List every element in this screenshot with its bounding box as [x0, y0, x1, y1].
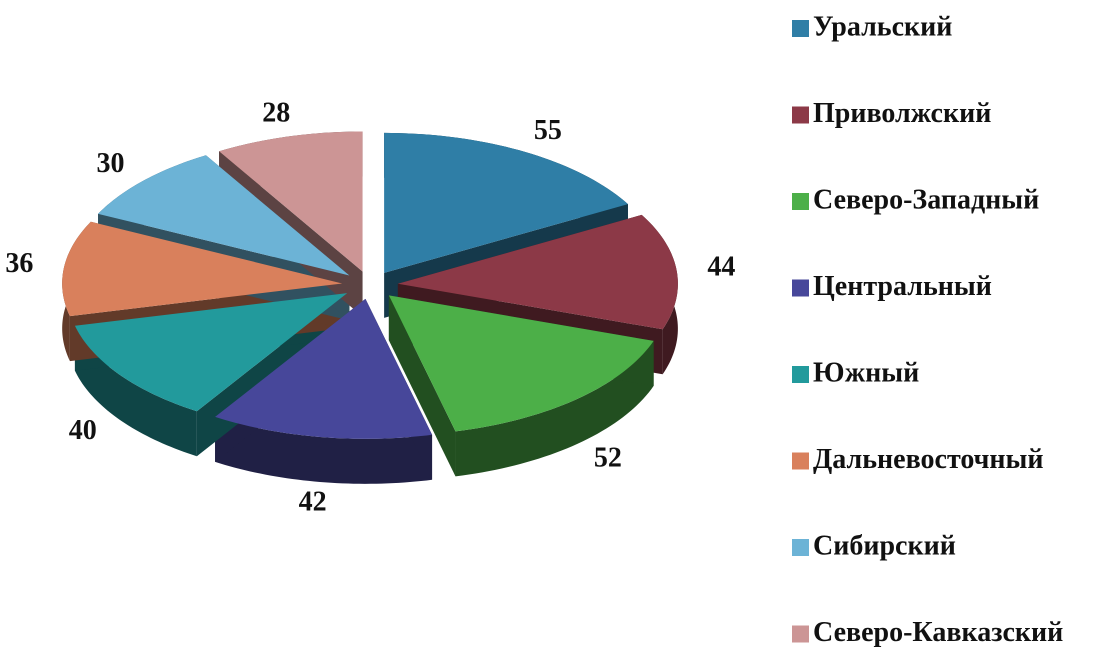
- legend-label: Дальневосточный: [813, 444, 1044, 475]
- legend-swatch: [792, 366, 809, 383]
- legend-swatch: [792, 193, 809, 210]
- value-label: 55: [534, 115, 562, 146]
- slice: [384, 132, 628, 273]
- legend-swatch: [792, 279, 809, 297]
- value-label: 28: [262, 97, 290, 128]
- slice: [62, 221, 343, 317]
- legend-swatch: [792, 539, 809, 556]
- slice: [98, 155, 350, 276]
- slice: [219, 131, 363, 272]
- legend-label: Приволжский: [813, 98, 991, 129]
- value-label: 36: [5, 248, 33, 279]
- slice: [388, 295, 654, 432]
- legend-swatch: [792, 625, 809, 643]
- slice-wall: [455, 340, 654, 477]
- legend-label: Сибирский: [813, 530, 956, 561]
- legend-label: Уральский: [813, 11, 952, 42]
- slice: [397, 214, 678, 330]
- pie-tops: [62, 131, 678, 439]
- legend-label: Южный: [813, 357, 919, 388]
- value-label: 30: [97, 148, 125, 179]
- legend-label: Северо-Западный: [813, 184, 1039, 215]
- value-label: 40: [69, 415, 97, 446]
- slice: [215, 298, 433, 439]
- slice-wall: [215, 416, 433, 484]
- legend-label: Центральный: [813, 271, 992, 302]
- slice-wall: [388, 295, 456, 477]
- value-label: 44: [707, 251, 735, 282]
- slice-wall: [74, 325, 197, 457]
- value-label: 42: [299, 486, 327, 517]
- legend-label: Северо-Кавказский: [813, 617, 1063, 648]
- slice: [74, 293, 348, 412]
- legend-swatch: [792, 20, 809, 37]
- legend-swatch: [792, 106, 809, 124]
- legend-swatch: [792, 452, 809, 470]
- value-label: 52: [594, 443, 622, 474]
